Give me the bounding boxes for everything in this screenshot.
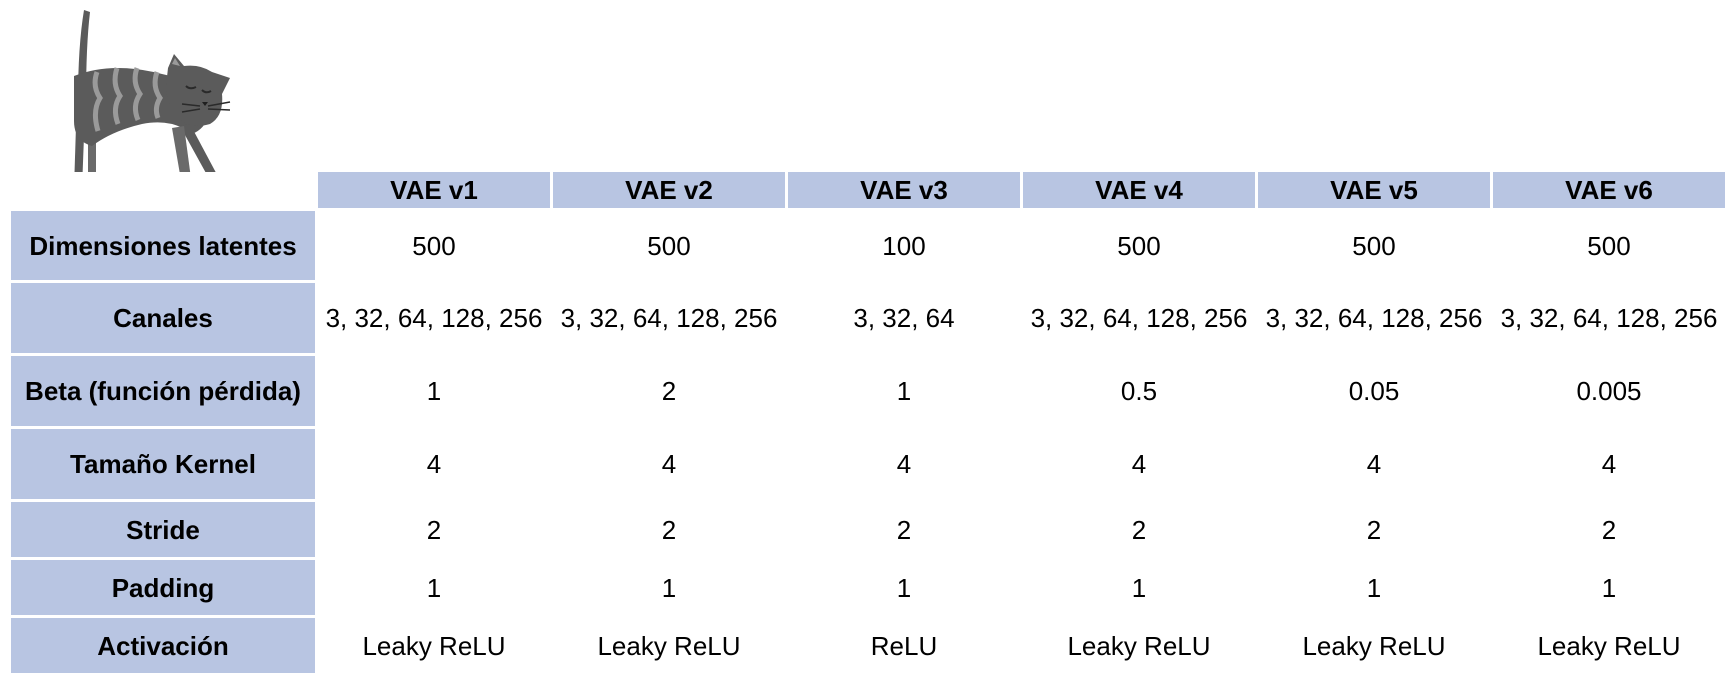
table-cell: 4	[553, 429, 785, 499]
table-cell: 500	[1023, 211, 1255, 280]
table-cell: 4	[788, 429, 1020, 499]
table-cell: 3, 32, 64, 128, 256	[553, 283, 785, 353]
row-label: Tamaño Kernel	[11, 429, 315, 499]
table-cell: 1	[318, 560, 550, 615]
table-row: Dimensiones latentes 500 500 100 500 500…	[11, 211, 1725, 280]
column-header: VAE v4	[1023, 172, 1255, 208]
row-label: Activación	[11, 618, 315, 673]
table-row: Canales 3, 32, 64, 128, 256 3, 32, 64, 1…	[11, 283, 1725, 353]
table-cell: 100	[788, 211, 1020, 280]
vae-comparison-table: VAE v1 VAE v2 VAE v3 VAE v4 VAE v5 VAE v…	[8, 169, 1728, 676]
table-cell: 1	[1258, 560, 1490, 615]
table-cell: 4	[318, 429, 550, 499]
row-label: Beta (función pérdida)	[11, 356, 315, 426]
table-cell: 3, 32, 64	[788, 283, 1020, 353]
table-cell: 3, 32, 64, 128, 256	[1493, 283, 1725, 353]
row-label: Stride	[11, 502, 315, 557]
column-header: VAE v1	[318, 172, 550, 208]
column-header: VAE v3	[788, 172, 1020, 208]
table-cell: 1	[788, 356, 1020, 426]
table-cell: 3, 32, 64, 128, 256	[1258, 283, 1490, 353]
table-cell: 2	[318, 502, 550, 557]
table-cell: Leaky ReLU	[553, 618, 785, 673]
table-cell: 4	[1023, 429, 1255, 499]
table-cell: 1	[1023, 560, 1255, 615]
table-cell: 500	[1258, 211, 1490, 280]
column-header: VAE v5	[1258, 172, 1490, 208]
table-cell: 0.5	[1023, 356, 1255, 426]
table-cell: Leaky ReLU	[1493, 618, 1725, 673]
table-cell: 4	[1493, 429, 1725, 499]
column-header: VAE v6	[1493, 172, 1725, 208]
table-cell: 1	[1493, 560, 1725, 615]
table-cell: 1	[318, 356, 550, 426]
table-cell: 2	[1023, 502, 1255, 557]
row-label: Padding	[11, 560, 315, 615]
table-row: Padding 1 1 1 1 1 1	[11, 560, 1725, 615]
row-label: Dimensiones latentes	[11, 211, 315, 280]
table-cell: 1	[553, 560, 785, 615]
table-row: Stride 2 2 2 2 2 2	[11, 502, 1725, 557]
table-cell: 2	[1493, 502, 1725, 557]
row-label: Canales	[11, 283, 315, 353]
table-cell: 3, 32, 64, 128, 256	[318, 283, 550, 353]
table-cell: 3, 32, 64, 128, 256	[1023, 283, 1255, 353]
table-row: Tamaño Kernel 4 4 4 4 4 4	[11, 429, 1725, 499]
table-cell: 4	[1258, 429, 1490, 499]
table-cell: 1	[788, 560, 1020, 615]
header-row: VAE v1 VAE v2 VAE v3 VAE v4 VAE v5 VAE v…	[11, 172, 1725, 208]
table-cell: 2	[1258, 502, 1490, 557]
table-row: Beta (función pérdida) 1 2 1 0.5 0.05 0.…	[11, 356, 1725, 426]
table-cell: 500	[553, 211, 785, 280]
table-cell: 2	[788, 502, 1020, 557]
table-cell: 500	[1493, 211, 1725, 280]
table-cell: ReLU	[788, 618, 1020, 673]
table-cell: Leaky ReLU	[318, 618, 550, 673]
table-row: Activación Leaky ReLU Leaky ReLU ReLU Le…	[11, 618, 1725, 673]
table-cell: 0.05	[1258, 356, 1490, 426]
table-cell: 500	[318, 211, 550, 280]
table-cell: 0.005	[1493, 356, 1725, 426]
table-cell: 2	[553, 502, 785, 557]
corner-cell	[11, 172, 315, 208]
table-cell: Leaky ReLU	[1258, 618, 1490, 673]
table-cell: 2	[553, 356, 785, 426]
table-cell: Leaky ReLU	[1023, 618, 1255, 673]
column-header: VAE v2	[553, 172, 785, 208]
